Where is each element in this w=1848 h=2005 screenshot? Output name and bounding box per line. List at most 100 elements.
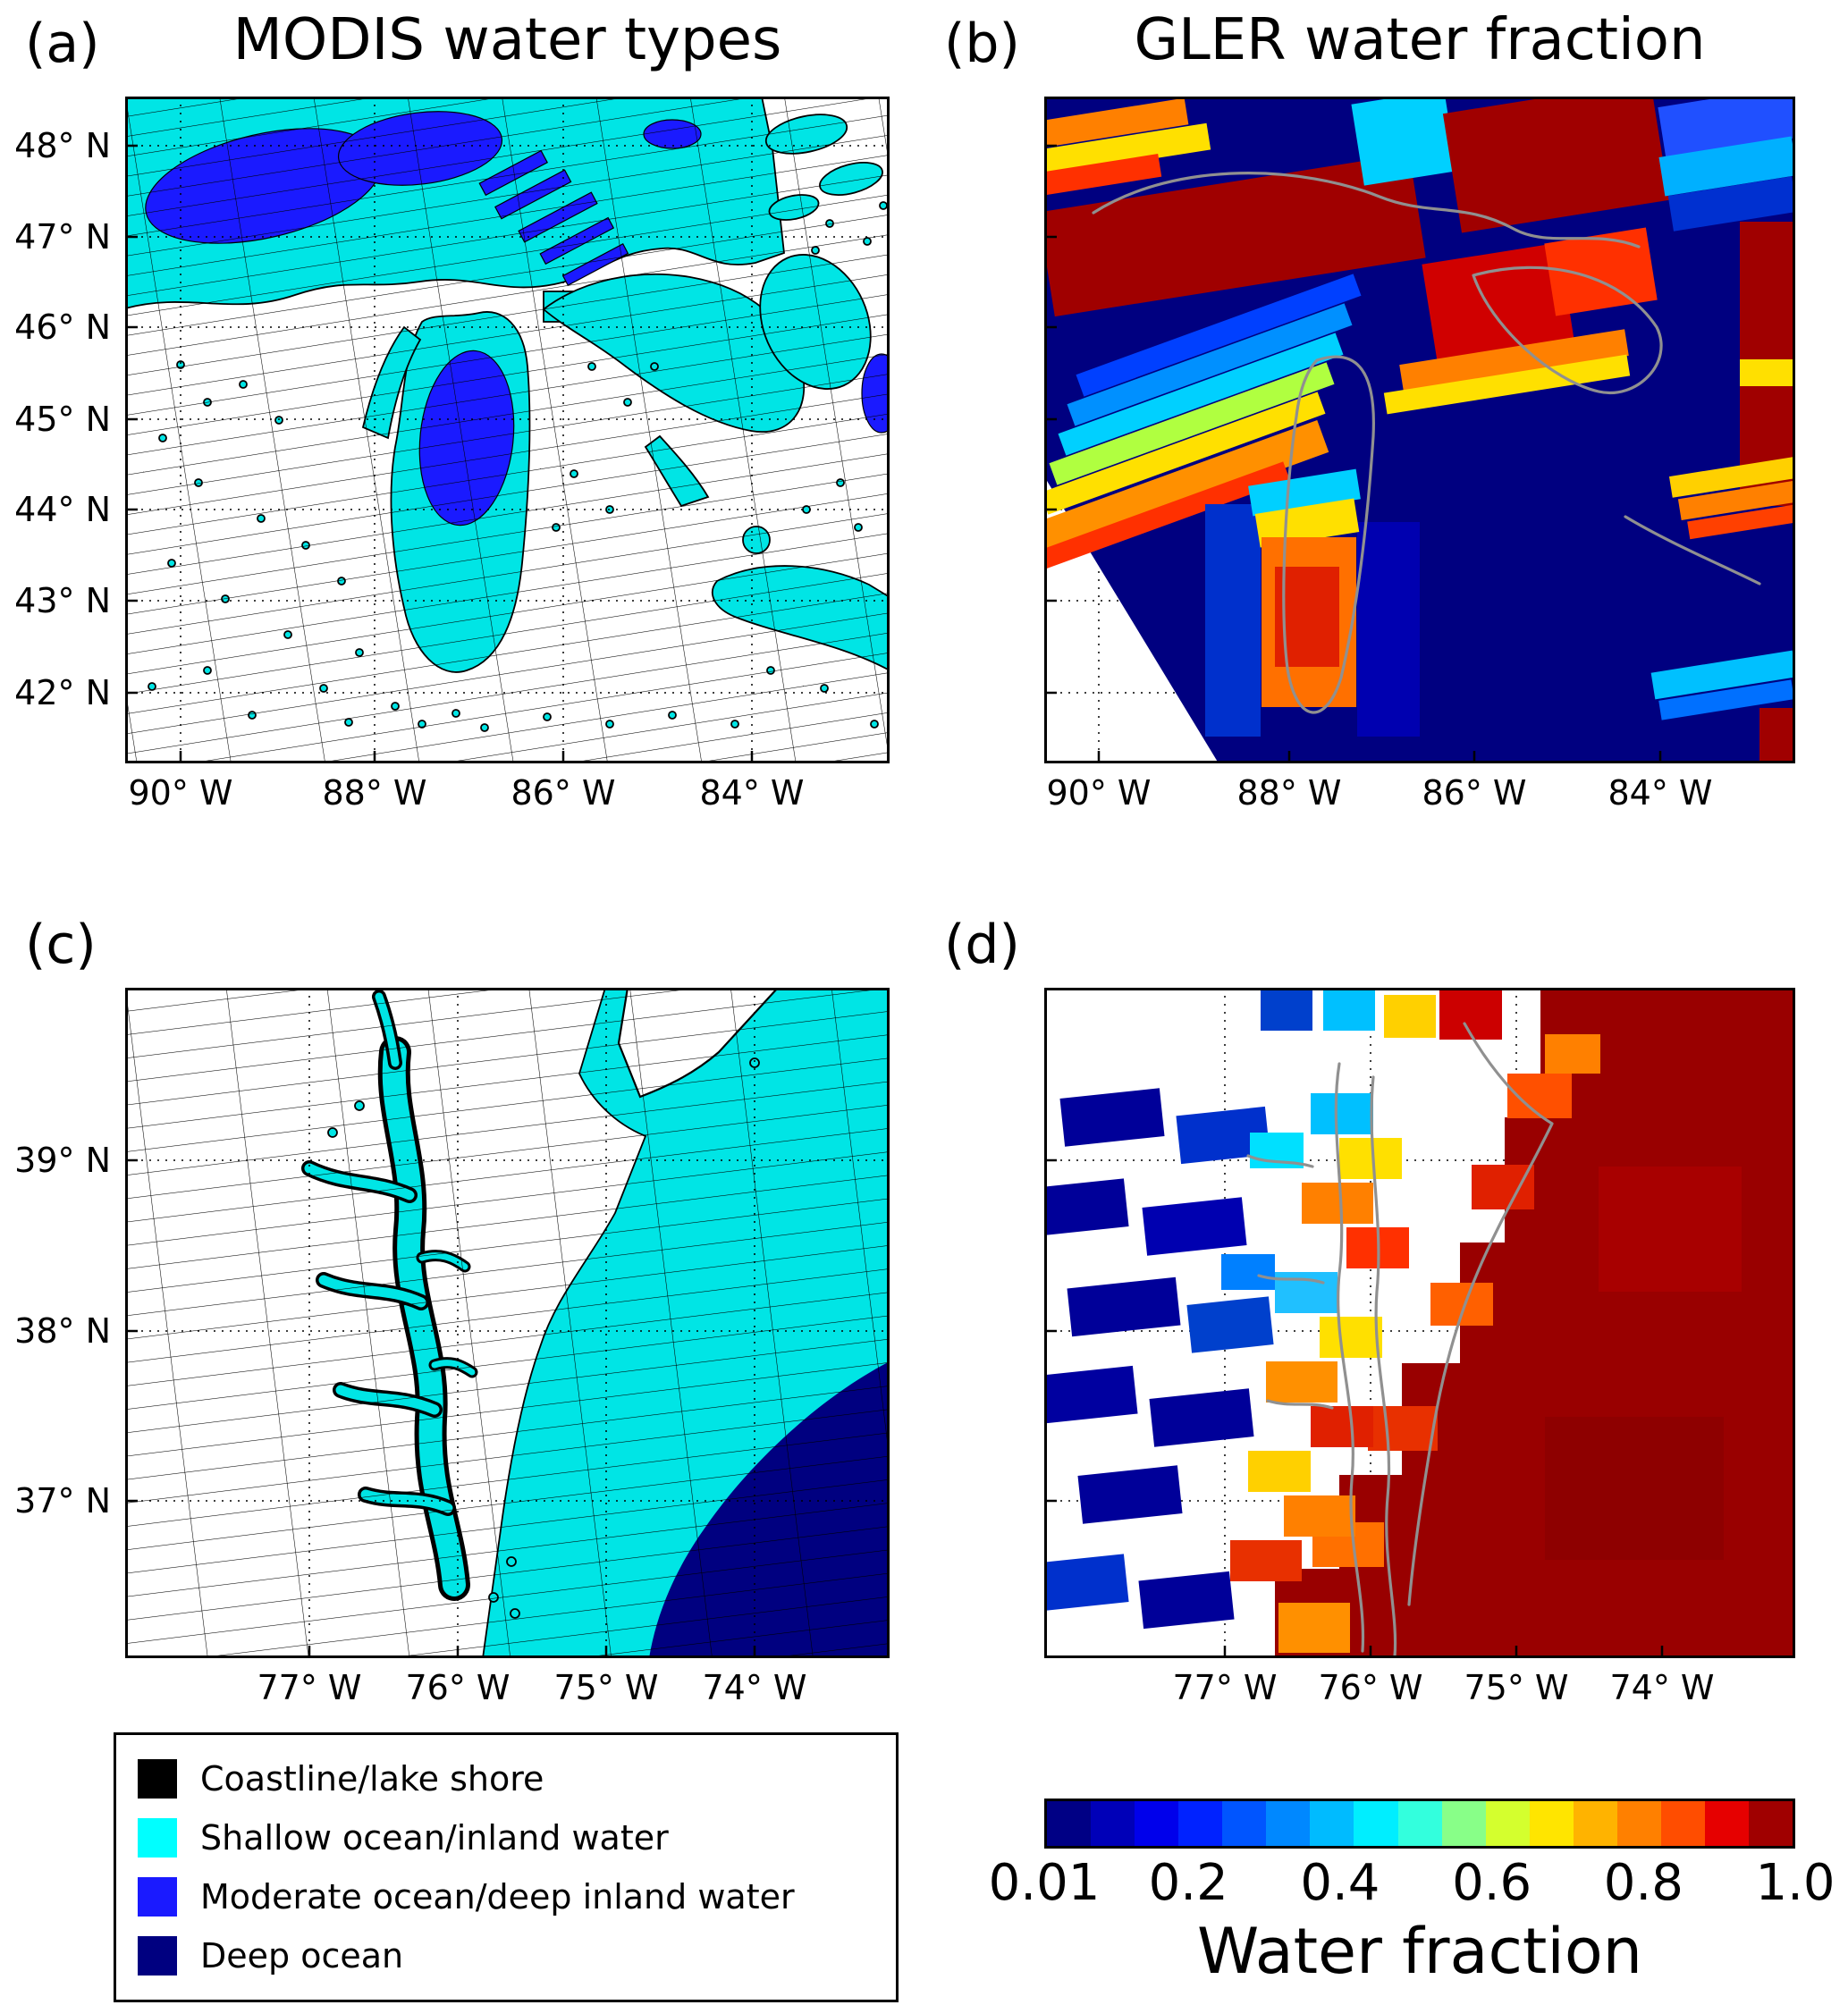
heatmap-cell <box>1261 988 1312 1031</box>
y-tick-label: 37° N <box>14 1481 111 1521</box>
colorbar-segment <box>1749 1801 1793 1846</box>
colorbar-segment <box>1441 1801 1486 1846</box>
water-fraction-colorbar <box>1044 1799 1795 1849</box>
heatmap-cell <box>1339 1138 1402 1179</box>
x-tick-label: 90° W <box>128 773 233 813</box>
heatmap-cell <box>1320 1317 1382 1358</box>
panel-d-heatmap <box>1044 988 1795 1658</box>
heatmap-cell <box>1599 1167 1742 1292</box>
heatmap-cell <box>1044 461 1290 572</box>
panel-a-title: MODIS water types <box>232 7 782 73</box>
panel-c-y-axis: 39° N 38° N 37° N <box>0 988 118 1658</box>
heatmap-cell <box>1149 1388 1254 1447</box>
heatmap-cell <box>1044 97 1189 147</box>
colorbar-tick-label: 0.01 <box>988 1854 1101 1912</box>
colorbar-segment <box>1178 1801 1223 1846</box>
heatmap-cell <box>1422 242 1574 362</box>
y-tick-label: 43° N <box>14 581 111 620</box>
heatmap-cell <box>1248 1451 1311 1492</box>
heatmap-cell <box>1067 303 1353 426</box>
x-tick-label: 84° W <box>1608 773 1713 813</box>
heatmap-cell <box>1230 1540 1302 1581</box>
panel-b-axis-ticks <box>1044 144 1662 763</box>
heatmap-cell <box>1668 457 1795 498</box>
legend-item: Shallow ocean/inland water <box>138 1818 874 1858</box>
panel-b-corner-label: (b) <box>944 13 1020 75</box>
colorbar-segment <box>1704 1801 1749 1846</box>
heatmap-cell <box>1667 176 1795 232</box>
panel-c-map <box>125 988 890 1658</box>
colorbar-segment <box>1047 1801 1092 1846</box>
legend-label: Deep ocean <box>200 1936 404 1976</box>
heatmap-cell <box>1058 333 1344 456</box>
heatmap-cell <box>1077 1465 1183 1524</box>
panel-a-corner-label: (a) <box>25 13 100 75</box>
panel-a-gridlines <box>125 97 890 763</box>
heatmap-cell <box>1275 1569 1795 1658</box>
x-tick-label: 77° W <box>1172 1668 1278 1707</box>
panel-a-frame <box>125 97 890 763</box>
heatmap-cell <box>1266 1361 1337 1403</box>
heatmap-cell <box>1138 1571 1235 1630</box>
y-tick-label: 42° N <box>14 673 111 712</box>
heatmap-cell <box>1658 136 1795 197</box>
panel-d-x-axis: 77° W 76° W 75° W 74° W <box>1044 1668 1795 1722</box>
panel-c-frame <box>125 988 890 1658</box>
colorbar-segment <box>1135 1801 1179 1846</box>
colorbar-segment <box>1529 1801 1574 1846</box>
heatmap-cell <box>1044 392 1326 515</box>
panel-b-title: GLER water fraction <box>1134 7 1706 73</box>
legend-item: Moderate ocean/deep inland water <box>138 1877 874 1917</box>
panel-b-heatmap-cells <box>1044 97 1795 763</box>
heatmap-cell <box>1049 362 1335 485</box>
heatmap-cell <box>1311 1406 1373 1447</box>
heatmap-cell <box>1254 498 1360 548</box>
x-tick-label: 76° W <box>1318 1668 1423 1707</box>
panel-a-axis-ticks <box>125 144 754 763</box>
colorbar-segment <box>1091 1801 1135 1846</box>
colorbar-tick-label: 0.4 <box>1300 1854 1380 1912</box>
panel-a-y-axis: 48° N 47° N 46° N 45° N 44° N 43° N 42° N <box>0 97 118 763</box>
heatmap-cell <box>1383 354 1631 415</box>
y-tick-label: 46° N <box>14 307 111 347</box>
colorbar-tick-label: 1.0 <box>1755 1854 1835 1912</box>
colorbar-tick-labels: 0.01 0.2 0.4 0.6 0.8 1.0 <box>989 1854 1835 1913</box>
colorbar-segment <box>1354 1801 1398 1846</box>
heatmap-cell <box>1186 1296 1274 1353</box>
y-tick-label: 38° N <box>14 1311 111 1351</box>
x-tick-label: 75° W <box>553 1668 659 1707</box>
colorbar-tick-label: 0.2 <box>1148 1854 1228 1912</box>
heatmap-cell <box>1351 97 1457 186</box>
y-tick-label: 44° N <box>14 490 111 529</box>
colorbar-axis-label: Water fraction <box>1196 1915 1643 1988</box>
heatmap-cell <box>1439 988 1502 1040</box>
heatmap-cell <box>1650 650 1795 700</box>
colorbar-tick-label: 0.8 <box>1603 1854 1683 1912</box>
heatmap-cell <box>1044 153 1426 317</box>
heatmap-cell <box>1677 480 1795 521</box>
modis-tile-cross-lines <box>125 97 890 763</box>
heatmap-cell <box>1311 1093 1373 1134</box>
heatmap-cell <box>1740 359 1795 386</box>
modis-tile-cross-lines <box>125 988 890 1658</box>
heatmap-cell <box>1044 420 1329 556</box>
panel-b-frame <box>1044 97 1795 763</box>
panel-b-heatmap <box>1044 97 1795 763</box>
panel-d-heatmap-cells <box>1044 988 1795 1658</box>
heatmap-cell <box>1430 1283 1493 1326</box>
colorbar-segment <box>1616 1801 1661 1846</box>
panel-c-corner-label: (c) <box>25 914 97 976</box>
legend-label: Shallow ocean/inland water <box>200 1818 669 1858</box>
x-tick-label: 90° W <box>1046 773 1152 813</box>
heatmap-cell <box>1545 1417 1724 1560</box>
heatmap-cell <box>1284 1495 1355 1537</box>
heatmap-cell <box>1044 1554 1129 1611</box>
heatmap-cell <box>1544 227 1658 316</box>
water-types-legend: Coastline/lake shore Shallow ocean/inland… <box>114 1732 899 2002</box>
legend-color-swatch <box>138 1759 177 1799</box>
x-tick-label: 74° W <box>1609 1668 1715 1707</box>
heatmap-cell <box>1759 708 1795 763</box>
legend-item: Coastline/lake shore <box>138 1759 874 1799</box>
panel-b-x-axis: 90° W 88° W 86° W 84° W <box>1044 773 1795 827</box>
colorbar-tick-label: 0.6 <box>1452 1854 1532 1912</box>
